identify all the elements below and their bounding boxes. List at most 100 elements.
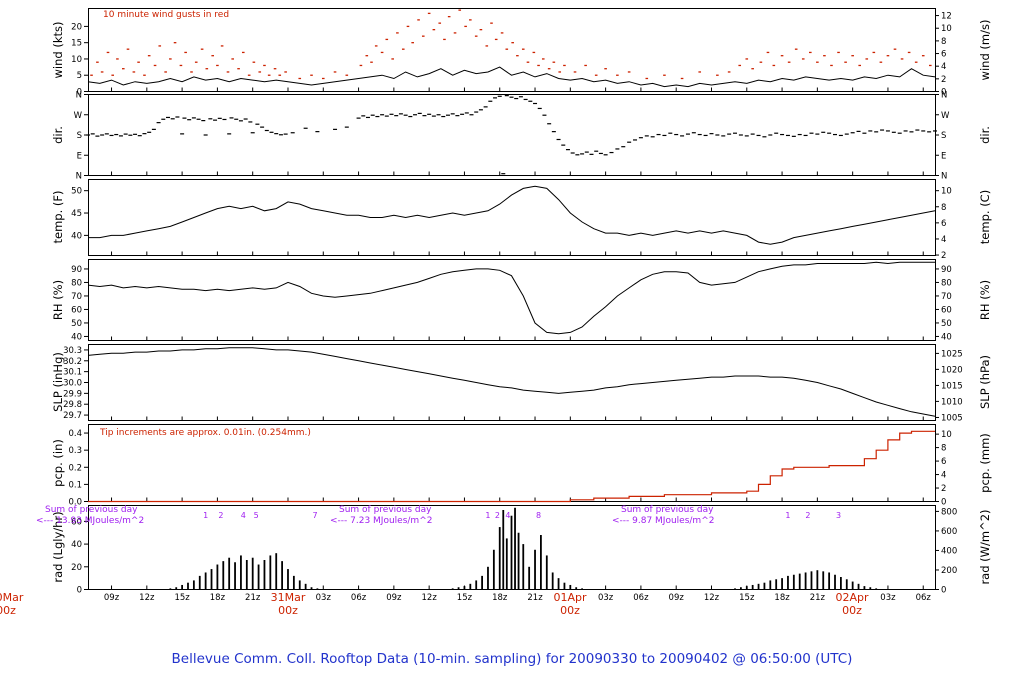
slp-line <box>87 347 936 417</box>
y-tick-label: E <box>77 151 82 161</box>
y-tick-label: 50 <box>941 319 952 329</box>
x-tick-label: 06z <box>916 593 932 603</box>
temp-frame <box>88 179 936 256</box>
y-tick-label: N <box>76 91 82 101</box>
y-tick-label: 4 <box>941 62 946 72</box>
radiation-sum-note-2: Sum of previous day <--- 7.23 MJoules/m^… <box>330 505 432 527</box>
y-tick-label: 4 <box>941 235 946 245</box>
y-tick-label: 60 <box>941 305 952 315</box>
date-month: 31Mar <box>270 591 306 604</box>
y-tick-label: 0 <box>941 498 946 508</box>
y-tick-label: 80 <box>71 278 82 288</box>
precip-cumulative-line <box>88 430 935 503</box>
radiation-sum-line2: <--- 13.93 MJoules/m^2 <box>36 516 145 526</box>
y-tick-label: 29.7 <box>63 411 82 421</box>
wind-right-axis-title: wind (m/s) <box>978 19 992 81</box>
y-tick-label: 30.1 <box>63 368 82 378</box>
radiation-sum-line2: <--- 9.87 MJoules/m^2 <box>612 516 715 526</box>
y-tick-label: 15 <box>71 39 82 49</box>
x-tick-label: 03z <box>880 593 896 603</box>
y-tick-label: 1005 <box>941 413 963 423</box>
chart-title: Bellevue Comm. Coll. Rooftop Data (10-mi… <box>171 651 853 667</box>
y-tick-label: S <box>941 131 946 141</box>
rh-line <box>87 261 935 335</box>
x-tick-label: 15z <box>174 593 190 603</box>
date-label-02apr: 02Apr 00z <box>822 591 882 617</box>
y-tick-label: 5 <box>77 71 82 81</box>
x-tick-label: 06z <box>633 593 649 603</box>
y-tick-label: 60 <box>71 305 82 315</box>
radiation-sum-note-1: Sum of previous day <--- 13.93 MJoules/m… <box>36 505 144 527</box>
x-tick-label: 18z <box>210 593 226 603</box>
slp-panel: 30.330.230.130.029.929.829.7 1025 1020 1015… <box>63 344 963 423</box>
y-tick-label: 2 <box>941 484 946 494</box>
wind-left-axis-title: wind (kts) <box>51 21 65 79</box>
y-tick-label: 29.8 <box>63 400 82 410</box>
radiation-sum-line1: Sum of previous day <box>339 505 432 515</box>
x-tick-label: 21z <box>527 593 543 603</box>
date-hour: 00z <box>560 603 580 617</box>
rh-right-axis-title: RH (%) <box>978 279 992 321</box>
rad-right-axis-title: rad (W/m^2) <box>978 509 992 585</box>
x-tick-label: 09z <box>386 593 402 603</box>
x-tick-label: 12z <box>704 593 720 603</box>
date-month: 01Apr <box>553 591 587 604</box>
y-tick-label: N <box>941 91 947 101</box>
date-hour: 00z <box>842 603 862 617</box>
y-tick-label: 0.0 <box>68 498 82 508</box>
y-tick-label: 10 <box>941 24 952 34</box>
rh-frame <box>88 259 936 341</box>
rh-panel: 90 80 70 60 50 40 90 80 70 60 50 40 <box>71 259 952 342</box>
y-tick-label: 0 <box>77 586 82 596</box>
radiation-sum-line1: Sum of previous day <box>45 505 138 515</box>
x-tick-label: 15z <box>739 593 755 603</box>
slp-frame <box>88 344 936 421</box>
y-tick-label: W <box>74 111 83 121</box>
y-tick-label: N <box>941 172 947 182</box>
y-tick-label: 70 <box>71 292 82 302</box>
y-tick-label: 80 <box>941 278 952 288</box>
y-tick-label: 10 <box>941 430 952 440</box>
y-tick-label: 20 <box>71 22 82 32</box>
x-tick-label: 12z <box>422 593 438 603</box>
y-tick-label: 30.0 <box>63 379 82 389</box>
wind-frame <box>88 8 936 92</box>
pcp-panel: 0.4 0.3 0.2 0.1 0.0 10 8 6 4 2 0 <box>68 424 952 508</box>
date-hour: 00z <box>0 603 16 617</box>
y-tick-label: 90 <box>941 265 952 275</box>
slp-left-axis-title: SLP (inHg) <box>51 352 65 412</box>
y-tick-label: 0.1 <box>68 480 82 490</box>
radiation-milestone-label: 5 <box>254 511 259 520</box>
date-hour: 00z <box>278 603 298 617</box>
y-tick-label: 200 <box>941 566 957 576</box>
y-tick-label: 1010 <box>941 397 963 407</box>
radiation-milestone-label: 4 <box>505 511 510 520</box>
radiation-sum-line1: Sum of previous day <box>621 505 714 515</box>
x-tick-label: 18z <box>774 593 790 603</box>
y-tick-label: 8 <box>941 203 946 213</box>
x-tick-label: 03z <box>598 593 614 603</box>
date-label-30mar: 30Mar 00z <box>0 591 36 617</box>
x-tick-label: 18z <box>492 593 508 603</box>
x-tick-label: 03z <box>316 593 332 603</box>
dir-right-axis-title: dir. <box>978 126 992 144</box>
y-tick-label: 1020 <box>941 365 963 375</box>
pcp-right-axis-title: pcp. (mm) <box>978 433 992 493</box>
x-tick-label: 09z <box>104 593 120 603</box>
x-tick-label: 06z <box>351 593 367 603</box>
temp-left-axis-title: temp. (F) <box>51 190 65 244</box>
y-tick-label: 40 <box>71 332 82 342</box>
pcp-left-axis-title: pcp. (in) <box>51 439 65 487</box>
x-tick-label: 21z <box>245 593 261 603</box>
y-tick-label: 20 <box>71 563 82 573</box>
y-tick-label: 6 <box>941 219 946 229</box>
y-tick-label: 1015 <box>941 381 963 391</box>
y-tick-label: 50 <box>71 319 82 329</box>
radiation-milestone-label: 7 <box>312 511 317 520</box>
y-tick-label: 0.4 <box>68 429 82 439</box>
date-month: 02Apr <box>835 591 869 604</box>
slp-right-axis-title: SLP (hPa) <box>978 354 992 410</box>
x-tick-label: 09z <box>669 593 685 603</box>
